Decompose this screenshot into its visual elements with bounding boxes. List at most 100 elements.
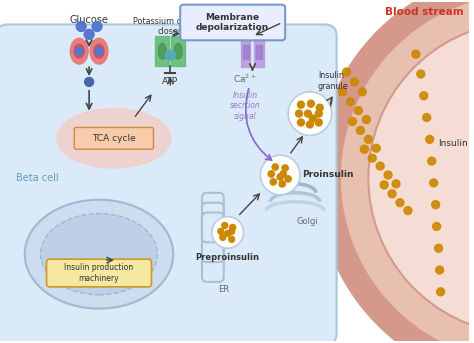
Text: ATP: ATP: [162, 78, 178, 86]
Text: Insulin
secrtion
signal: Insulin secrtion signal: [230, 91, 261, 120]
Circle shape: [316, 104, 323, 111]
Circle shape: [270, 179, 276, 185]
Circle shape: [348, 118, 356, 126]
Text: Potassium channel
closes: Potassium channel closes: [133, 16, 208, 36]
Circle shape: [85, 78, 93, 86]
Ellipse shape: [74, 44, 84, 58]
Bar: [243, 45, 248, 59]
Circle shape: [356, 127, 365, 134]
Text: Insulin
granule: Insulin granule: [318, 71, 348, 91]
Circle shape: [346, 98, 355, 106]
Circle shape: [365, 135, 372, 143]
Circle shape: [417, 70, 425, 78]
Circle shape: [277, 174, 283, 180]
Circle shape: [343, 68, 350, 76]
Circle shape: [298, 101, 304, 108]
Circle shape: [430, 179, 438, 187]
Circle shape: [368, 154, 376, 162]
Circle shape: [296, 110, 302, 117]
Circle shape: [229, 228, 235, 234]
Circle shape: [260, 155, 300, 195]
Circle shape: [435, 244, 443, 252]
Bar: [241, 37, 250, 67]
Circle shape: [218, 228, 224, 234]
FancyBboxPatch shape: [180, 5, 285, 40]
Circle shape: [404, 206, 412, 215]
Circle shape: [392, 180, 400, 188]
Circle shape: [95, 47, 103, 55]
Circle shape: [363, 116, 370, 123]
Circle shape: [268, 171, 274, 177]
Circle shape: [350, 78, 358, 86]
Circle shape: [279, 181, 285, 187]
Circle shape: [310, 115, 316, 122]
Circle shape: [306, 121, 313, 128]
Bar: [256, 45, 263, 59]
Ellipse shape: [158, 43, 166, 59]
Circle shape: [288, 92, 332, 135]
Circle shape: [433, 223, 441, 230]
Circle shape: [396, 199, 404, 206]
Text: Glucose: Glucose: [70, 14, 109, 25]
Circle shape: [423, 114, 431, 121]
Circle shape: [285, 176, 292, 182]
Text: Beta cell: Beta cell: [16, 173, 58, 183]
Circle shape: [220, 234, 226, 240]
Circle shape: [437, 288, 445, 296]
FancyBboxPatch shape: [74, 128, 154, 149]
Circle shape: [412, 50, 420, 58]
Circle shape: [280, 171, 286, 177]
Circle shape: [376, 162, 384, 170]
Circle shape: [165, 50, 175, 60]
Circle shape: [355, 107, 363, 115]
Circle shape: [282, 165, 288, 171]
Polygon shape: [171, 36, 185, 66]
Text: Insulin production
machinery: Insulin production machinery: [64, 263, 134, 283]
Circle shape: [272, 164, 278, 170]
Wedge shape: [317, 0, 474, 343]
Text: Calcium channel
opens: Calcium channel opens: [219, 16, 286, 36]
Circle shape: [92, 22, 102, 32]
Circle shape: [388, 190, 396, 198]
Circle shape: [212, 216, 244, 248]
Text: TCA cycle: TCA cycle: [92, 134, 136, 143]
Circle shape: [338, 88, 346, 96]
Wedge shape: [342, 0, 474, 343]
Text: Preproinsulin: Preproinsulin: [196, 253, 260, 262]
Text: ER: ER: [218, 285, 229, 294]
Ellipse shape: [94, 44, 104, 58]
Wedge shape: [368, 22, 474, 334]
Circle shape: [229, 236, 235, 242]
Ellipse shape: [90, 38, 108, 64]
Text: Blood stream: Blood stream: [385, 7, 464, 17]
Circle shape: [315, 119, 322, 126]
Circle shape: [420, 92, 428, 100]
Circle shape: [380, 181, 388, 189]
Polygon shape: [155, 36, 169, 66]
Circle shape: [230, 224, 236, 230]
Circle shape: [298, 119, 304, 126]
Circle shape: [360, 145, 368, 153]
Ellipse shape: [174, 43, 182, 59]
Ellipse shape: [57, 109, 171, 168]
Text: Golgi: Golgi: [296, 216, 318, 226]
Circle shape: [76, 22, 86, 32]
Circle shape: [222, 223, 228, 228]
Circle shape: [225, 230, 231, 236]
Ellipse shape: [41, 214, 157, 295]
Ellipse shape: [70, 38, 88, 64]
Circle shape: [426, 135, 434, 143]
Text: Insulin: Insulin: [438, 139, 468, 148]
Circle shape: [432, 201, 439, 209]
Circle shape: [84, 29, 94, 39]
Text: Proinsulin: Proinsulin: [302, 170, 354, 179]
Circle shape: [315, 110, 322, 117]
Bar: [255, 37, 264, 67]
Circle shape: [428, 157, 436, 165]
Circle shape: [304, 110, 311, 117]
Circle shape: [358, 88, 366, 96]
Circle shape: [384, 171, 392, 179]
Text: Membrane
depolarization: Membrane depolarization: [196, 13, 269, 32]
FancyBboxPatch shape: [46, 259, 152, 287]
Circle shape: [372, 144, 380, 152]
